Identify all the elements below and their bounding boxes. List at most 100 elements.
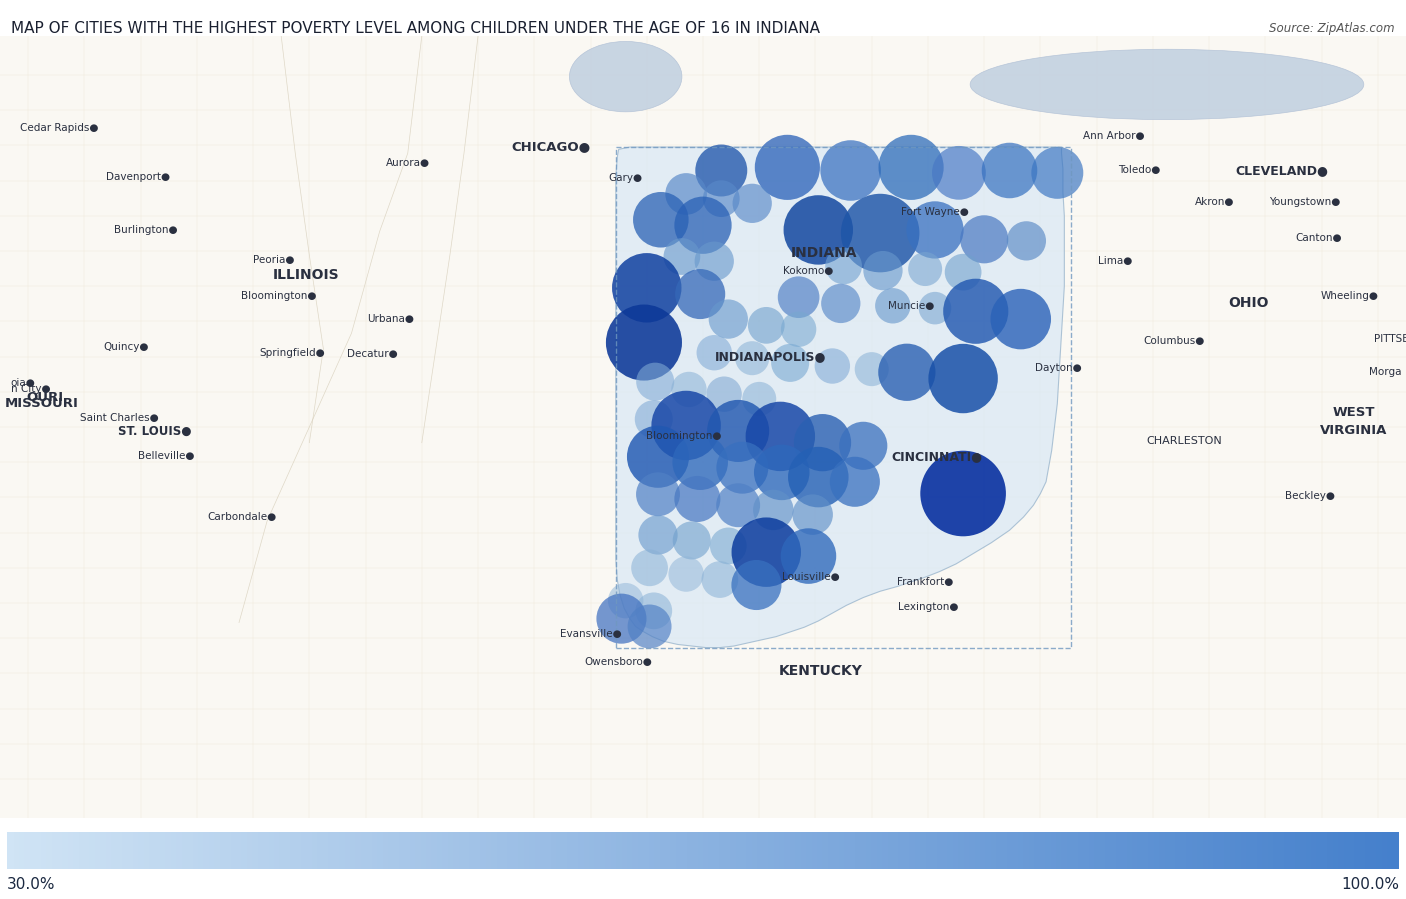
- Text: CHICAGO●: CHICAGO●: [512, 140, 591, 154]
- Text: Columbus●: Columbus●: [1143, 336, 1205, 346]
- Point: [755, 545, 778, 559]
- Point: [755, 318, 778, 333]
- Point: [869, 226, 891, 240]
- Point: [952, 486, 974, 501]
- Point: [727, 498, 749, 512]
- Text: OHIO: OHIO: [1229, 297, 1268, 310]
- Point: [717, 539, 740, 553]
- Text: Davenport●: Davenport●: [105, 172, 170, 182]
- Point: [727, 423, 749, 438]
- Point: [807, 470, 830, 485]
- Text: Youngstown●: Youngstown●: [1270, 197, 1340, 207]
- Point: [643, 603, 665, 618]
- Polygon shape: [616, 147, 1064, 647]
- Bar: [616, 147, 1071, 647]
- Point: [703, 345, 725, 360]
- Point: [914, 262, 936, 276]
- Point: [776, 160, 799, 174]
- Text: INDIANA: INDIANA: [790, 246, 858, 261]
- Point: [748, 392, 770, 406]
- Point: [647, 450, 669, 464]
- Text: Lima●: Lima●: [1098, 256, 1132, 266]
- Text: Aurora●: Aurora●: [385, 157, 430, 168]
- Point: [769, 429, 792, 443]
- Text: Beckley●: Beckley●: [1285, 491, 1336, 501]
- Point: [787, 322, 810, 336]
- Text: 30.0%: 30.0%: [7, 877, 55, 892]
- Text: Belleville●: Belleville●: [138, 451, 194, 461]
- Point: [762, 503, 785, 517]
- Text: Urbana●: Urbana●: [367, 314, 415, 325]
- Point: [821, 359, 844, 373]
- Point: [713, 387, 735, 401]
- Text: Muncie●: Muncie●: [889, 301, 934, 311]
- Text: Peoria●: Peoria●: [253, 254, 295, 264]
- Point: [900, 160, 922, 174]
- Point: [882, 298, 904, 313]
- Point: [709, 573, 731, 587]
- Point: [839, 164, 862, 178]
- Ellipse shape: [970, 49, 1364, 120]
- Point: [807, 223, 830, 237]
- Point: [610, 611, 633, 626]
- Point: [671, 249, 693, 263]
- Text: CLEVELAND●: CLEVELAND●: [1236, 164, 1329, 177]
- Text: Springfield●: Springfield●: [260, 348, 325, 358]
- Text: Frankfort●: Frankfort●: [897, 577, 953, 587]
- Point: [692, 218, 714, 233]
- Point: [952, 371, 974, 386]
- Text: CINCINNATI●: CINCINNATI●: [891, 450, 981, 463]
- Point: [860, 362, 883, 377]
- Text: Cedar Rapids●: Cedar Rapids●: [20, 123, 98, 133]
- Text: Ann Arbor●: Ann Arbor●: [1083, 131, 1144, 141]
- Text: Owensboro●: Owensboro●: [585, 656, 652, 667]
- Point: [998, 164, 1021, 178]
- Text: Saint Charles●: Saint Charles●: [80, 413, 159, 423]
- Text: Fort Wayne●: Fort Wayne●: [901, 207, 969, 217]
- Text: Decatur●: Decatur●: [347, 349, 398, 359]
- Point: [741, 196, 763, 210]
- Point: [811, 435, 834, 450]
- Point: [801, 507, 824, 521]
- Point: [797, 549, 820, 564]
- Point: [710, 191, 733, 206]
- Text: ILLINOIS: ILLINOIS: [273, 268, 340, 282]
- Text: oia●: oia●: [10, 378, 35, 388]
- Text: Burlington●: Burlington●: [114, 225, 179, 235]
- Text: MISSOURI: MISSOURI: [6, 397, 79, 410]
- Point: [770, 465, 793, 479]
- Point: [965, 304, 987, 318]
- Text: Dayton●: Dayton●: [1035, 362, 1083, 372]
- Point: [973, 232, 995, 246]
- Text: Source: ZipAtlas.com: Source: ZipAtlas.com: [1270, 22, 1395, 35]
- Text: Bloomington●: Bloomington●: [240, 290, 316, 300]
- Text: INDIANAPOLIS●: INDIANAPOLIS●: [714, 350, 827, 363]
- Point: [924, 301, 946, 316]
- Point: [644, 375, 666, 389]
- Point: [638, 561, 661, 575]
- Point: [636, 280, 658, 295]
- Text: Morga: Morga: [1368, 368, 1402, 378]
- Text: WEST: WEST: [1333, 406, 1375, 420]
- Point: [681, 533, 703, 547]
- Point: [689, 287, 711, 301]
- Point: [832, 259, 855, 273]
- Text: Bloomington●: Bloomington●: [645, 432, 721, 441]
- Text: Canton●: Canton●: [1295, 233, 1343, 243]
- Point: [852, 439, 875, 453]
- Text: Akron●: Akron●: [1195, 197, 1234, 207]
- Text: Carbondale●: Carbondale●: [207, 512, 277, 522]
- Point: [741, 351, 763, 365]
- Point: [675, 418, 697, 432]
- Point: [830, 297, 852, 311]
- Point: [745, 578, 768, 592]
- Point: [844, 475, 866, 489]
- Text: ST. LOUIS●: ST. LOUIS●: [118, 425, 191, 438]
- Text: Kokomo●: Kokomo●: [783, 265, 834, 276]
- Text: CHARLESTON: CHARLESTON: [1146, 436, 1222, 446]
- Text: Quincy●: Quincy●: [104, 343, 149, 352]
- Text: KENTUCKY: KENTUCKY: [779, 664, 863, 678]
- Point: [952, 265, 974, 280]
- Text: n City●: n City●: [11, 385, 51, 395]
- Point: [872, 263, 894, 278]
